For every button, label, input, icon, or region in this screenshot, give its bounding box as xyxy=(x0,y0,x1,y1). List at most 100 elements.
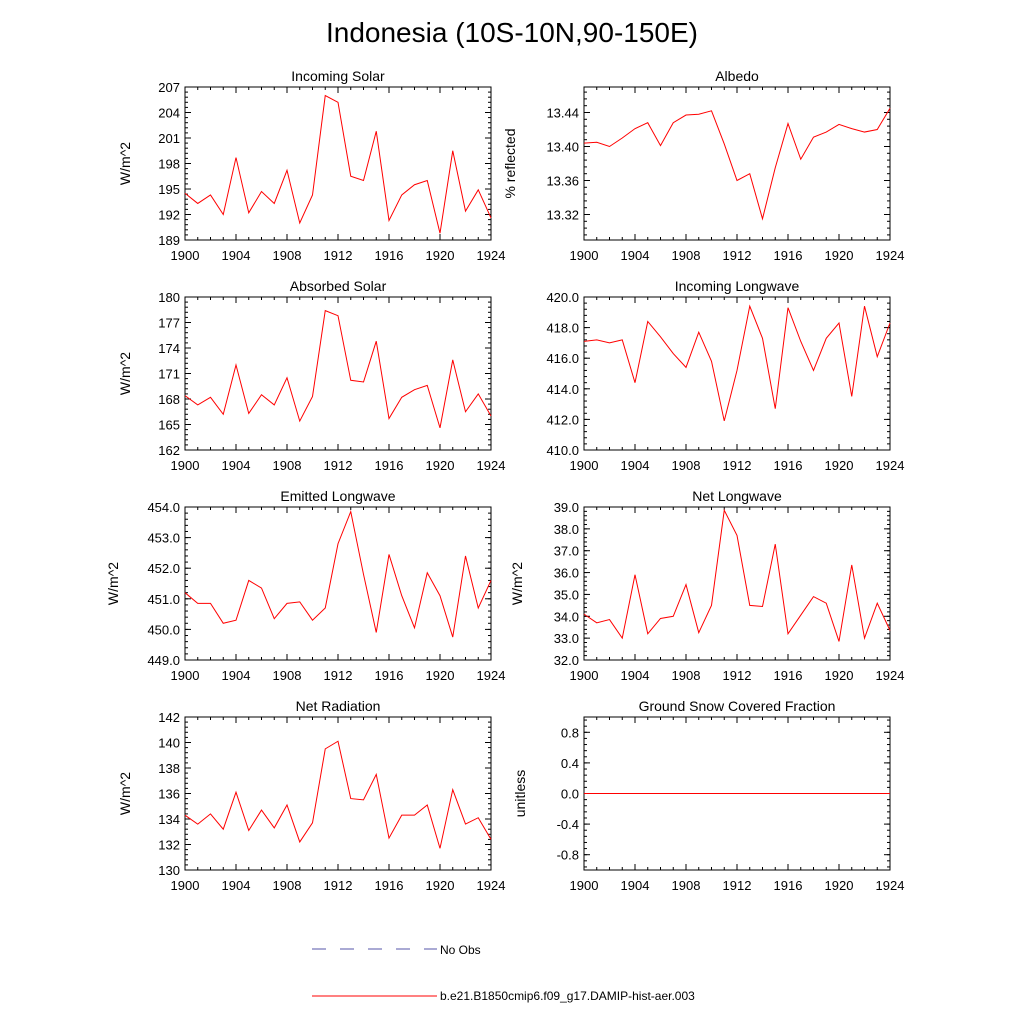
y-tick-label: 410.0 xyxy=(546,443,579,458)
x-tick-label: 1908 xyxy=(273,248,302,263)
page-title: Indonesia (10S-10N,90-150E) xyxy=(326,17,698,48)
panel-title: Net Longwave xyxy=(692,488,782,504)
x-tick-label: 1924 xyxy=(477,248,506,263)
y-tick-label: 32.0 xyxy=(554,653,579,668)
y-tick-label: 201 xyxy=(158,131,180,146)
x-tick-label: 1920 xyxy=(825,248,854,263)
x-tick-label: 1924 xyxy=(876,248,905,263)
x-tick-label: 1904 xyxy=(222,668,251,683)
y-tick-label: 412.0 xyxy=(546,412,579,427)
panel-title: Albedo xyxy=(715,68,759,84)
panel-title: Incoming Longwave xyxy=(675,278,800,294)
y-axis-label: W/m^2 xyxy=(117,352,133,395)
y-tick-label: 451.0 xyxy=(147,592,180,607)
series-line xyxy=(184,509,492,638)
x-tick-label: 1912 xyxy=(723,668,752,683)
y-tick-label: 198 xyxy=(158,157,180,172)
y-tick-label: 165 xyxy=(158,418,180,433)
y-tick-label: 171 xyxy=(158,367,180,382)
x-tick-label: 1912 xyxy=(324,248,353,263)
y-tick-label: 38.0 xyxy=(554,522,579,537)
y-axis-label: % reflected xyxy=(502,128,518,198)
x-tick-label: 1900 xyxy=(171,668,200,683)
x-tick-label: 1920 xyxy=(825,458,854,473)
y-axis-label: unitless xyxy=(512,770,528,817)
legend: No Obs b.e21.B1850cmip6.f09_g17.DAMIP-hi… xyxy=(312,943,695,1003)
x-tick-label: 1920 xyxy=(825,878,854,893)
x-tick-label: 1900 xyxy=(171,248,200,263)
x-tick-label: 1900 xyxy=(570,458,599,473)
y-axis-label: W/m^2 xyxy=(117,142,133,185)
panel-title: Emitted Longwave xyxy=(280,488,395,504)
x-tick-label: 1916 xyxy=(774,458,803,473)
y-tick-label: 454.0 xyxy=(147,500,180,515)
series-line xyxy=(583,508,891,642)
y-tick-label: 168 xyxy=(158,392,180,407)
panel-5: Emitted Longwave W/m^2 449.0 450.0 451.0 452.… xyxy=(105,488,505,683)
x-tick-label: 1920 xyxy=(825,668,854,683)
x-tick-label: 1916 xyxy=(375,668,404,683)
x-tick-label: 1900 xyxy=(171,458,200,473)
legend-model-label: b.e21.B1850cmip6.f09_g17.DAMIP-hist-aer.… xyxy=(440,989,695,1003)
panel-7: Net Radiation W/m^2 130 132 134 136 138 140 142 1… xyxy=(117,698,505,893)
x-tick-label: 1904 xyxy=(621,458,650,473)
x-tick-label: 1900 xyxy=(570,248,599,263)
panel-title: Incoming Solar xyxy=(291,68,385,84)
y-tick-label: 13.36 xyxy=(546,174,579,189)
y-tick-label: 37.0 xyxy=(554,544,579,559)
y-tick-label: 142 xyxy=(158,710,180,725)
y-tick-label: 132 xyxy=(158,838,180,853)
x-tick-label: 1908 xyxy=(273,458,302,473)
x-tick-label: 1924 xyxy=(876,668,905,683)
x-tick-label: 1912 xyxy=(723,458,752,473)
x-tick-label: 1904 xyxy=(621,878,650,893)
x-tick-label: 1916 xyxy=(375,878,404,893)
series-line xyxy=(184,94,492,234)
x-tick-label: 1908 xyxy=(672,878,701,893)
x-tick-label: 1924 xyxy=(876,878,905,893)
x-tick-label: 1916 xyxy=(375,248,404,263)
y-tick-label: 204 xyxy=(158,106,180,121)
plot-frame xyxy=(184,506,492,661)
y-tick-label: -0.4 xyxy=(557,817,579,832)
x-tick-label: 1920 xyxy=(426,878,455,893)
y-tick-label: 207 xyxy=(158,80,180,95)
y-tick-label: 0.8 xyxy=(561,725,579,740)
x-tick-label: 1924 xyxy=(876,458,905,473)
y-tick-label: 420.0 xyxy=(546,290,579,305)
y-tick-label: 177 xyxy=(158,316,180,331)
y-tick-label: 140 xyxy=(158,736,180,751)
panel-title: Absorbed Solar xyxy=(290,278,387,294)
plot-frame xyxy=(184,86,492,241)
y-tick-label: 189 xyxy=(158,233,180,248)
plot-frame xyxy=(583,506,891,661)
x-tick-label: 1904 xyxy=(222,878,251,893)
x-tick-label: 1908 xyxy=(672,668,701,683)
y-tick-label: 13.44 xyxy=(546,106,579,121)
x-tick-label: 1916 xyxy=(375,458,404,473)
y-axis-label: W/m^2 xyxy=(509,562,525,605)
y-tick-label: 452.0 xyxy=(147,561,180,576)
panel-6: Net Longwave W/m^2 32.0 33.0 34.0 35.0 36.0 37.… xyxy=(509,488,904,683)
panel-2: Albedo % reflected 13.32 13.36 13.40 13.44 190… xyxy=(502,68,904,263)
y-tick-label: 449.0 xyxy=(147,653,180,668)
y-tick-label: 195 xyxy=(158,182,180,197)
legend-obs-label: No Obs xyxy=(440,943,481,957)
x-tick-label: 1924 xyxy=(477,458,506,473)
x-tick-label: 1904 xyxy=(222,248,251,263)
x-tick-label: 1920 xyxy=(426,248,455,263)
y-tick-label: 34.0 xyxy=(554,609,579,624)
x-tick-label: 1908 xyxy=(273,878,302,893)
panel-4: Incoming Longwave 410.0 412.0 414.0 416.0 418… xyxy=(546,278,904,473)
y-tick-label: 130 xyxy=(158,863,180,878)
panel-3: Absorbed Solar W/m^2 162 165 168 171 174 177 180… xyxy=(117,278,505,473)
y-tick-label: 174 xyxy=(158,341,180,356)
y-tick-label: 416.0 xyxy=(546,351,579,366)
x-tick-label: 1904 xyxy=(621,668,650,683)
y-tick-label: 418.0 xyxy=(546,321,579,336)
y-tick-label: 136 xyxy=(158,787,180,802)
x-tick-label: 1916 xyxy=(774,668,803,683)
panel-title: Net Radiation xyxy=(296,698,381,714)
y-tick-label: -0.8 xyxy=(557,848,579,863)
